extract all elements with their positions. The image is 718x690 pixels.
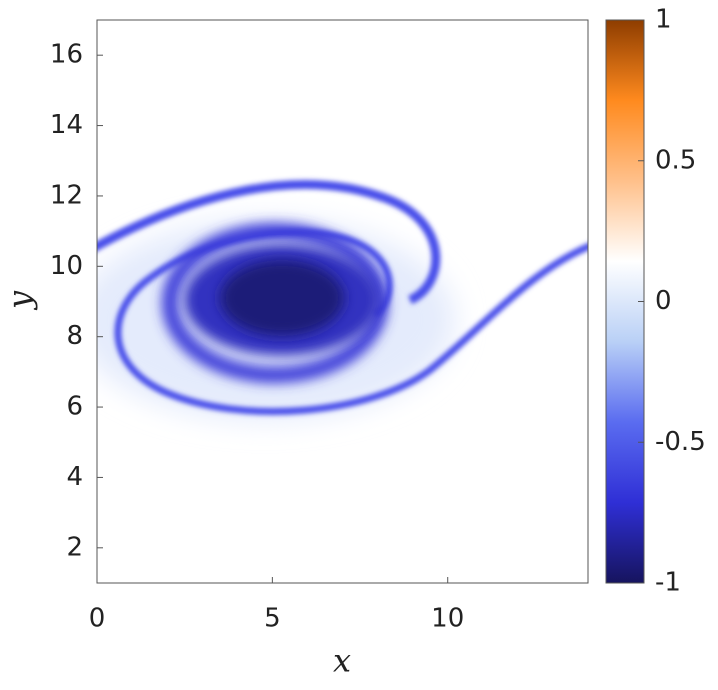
colorbar-tick-label: 0 xyxy=(655,286,672,316)
x-tick-label: 0 xyxy=(89,604,106,634)
y-tick-label: 4 xyxy=(66,462,83,492)
colorbar-tick-label: -0.5 xyxy=(655,427,706,457)
colorbar-tick-label: -1 xyxy=(655,568,681,598)
y-tick-label: 12 xyxy=(50,180,83,210)
y-tick-label: 16 xyxy=(50,40,83,70)
y-tick-label: 10 xyxy=(50,251,83,281)
vorticity-field xyxy=(97,180,588,420)
plot-frame xyxy=(96,19,589,584)
colorbar-tick-label: 1 xyxy=(655,5,672,35)
y-tick-label: 8 xyxy=(66,321,83,351)
colorbar xyxy=(605,19,645,584)
x-tick-label: 10 xyxy=(431,604,464,634)
x-tick-label: 5 xyxy=(264,604,281,634)
y-tick-label: 6 xyxy=(66,392,83,422)
y-tick-label: 2 xyxy=(66,532,83,562)
y-tick-label: 14 xyxy=(50,110,83,140)
colorbar-tick-label: 0.5 xyxy=(655,145,696,175)
x-axis-label: x xyxy=(333,642,351,680)
y-axis-label: y xyxy=(1,290,39,311)
